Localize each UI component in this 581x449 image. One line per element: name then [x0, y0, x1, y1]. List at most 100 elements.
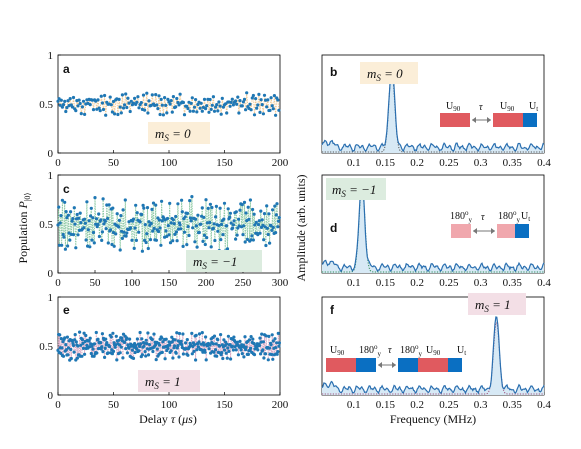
x-tick-label: 0.35 — [503, 157, 523, 169]
data-point — [118, 248, 122, 252]
pulse-label: 180oy — [450, 209, 473, 224]
data-point — [276, 331, 280, 335]
x-tick-label: 0.35 — [503, 399, 523, 411]
data-point — [145, 206, 150, 210]
data-point — [195, 110, 199, 114]
data-point — [256, 348, 260, 352]
data-point — [261, 340, 265, 344]
data-point — [102, 222, 106, 226]
data-point — [174, 351, 178, 355]
data-point — [203, 350, 207, 354]
data-point — [91, 230, 96, 235]
data-point — [204, 107, 208, 111]
data-point — [66, 244, 70, 248]
data-point — [106, 216, 110, 221]
data-point — [79, 112, 83, 116]
data-point — [189, 101, 193, 105]
data-point — [177, 103, 181, 107]
data-point — [172, 222, 176, 226]
data-point — [73, 333, 77, 337]
data-point — [146, 353, 151, 357]
data-point — [186, 225, 190, 229]
data-point — [103, 93, 107, 98]
data-point — [174, 105, 178, 109]
data-point — [126, 96, 130, 100]
data-point — [70, 339, 74, 343]
x-tick-label: 100 — [161, 157, 178, 169]
data-point — [115, 212, 119, 216]
data-point — [197, 230, 201, 235]
data-point — [109, 335, 113, 339]
data-point — [74, 340, 78, 344]
data-point — [64, 210, 68, 214]
data-point — [80, 338, 84, 342]
data-point — [249, 238, 253, 242]
data-point — [202, 97, 207, 101]
data-point — [69, 347, 73, 352]
data-point — [268, 241, 272, 245]
data-point — [75, 212, 79, 217]
data-point — [104, 227, 108, 231]
data-point — [134, 238, 138, 242]
data-point — [145, 232, 149, 236]
data-point — [249, 346, 253, 350]
data-point — [217, 344, 222, 348]
data-point — [56, 99, 60, 103]
data-point — [229, 221, 233, 225]
data-point — [107, 203, 111, 207]
axes-c: 0 50 100 150 200 250 300 0 0.5 1 c mS = −1 — [39, 170, 289, 289]
data-point — [88, 103, 92, 107]
data-point — [189, 219, 193, 223]
data-point — [89, 214, 93, 218]
ms-badge-c: mS = −1 — [186, 250, 262, 272]
data-point — [173, 338, 177, 342]
data-point — [235, 340, 239, 344]
data-point — [253, 223, 257, 227]
data-point — [277, 216, 281, 220]
data-point — [214, 348, 218, 352]
x-tick-label: 0.25 — [439, 399, 459, 411]
ms-badge-e: mS = 1 — [138, 370, 200, 392]
data-point — [103, 346, 107, 350]
data-point — [133, 96, 137, 100]
data-point — [103, 219, 107, 223]
data-point — [212, 334, 217, 338]
data-point — [163, 96, 167, 100]
data-point — [164, 103, 168, 107]
data-point — [146, 111, 150, 115]
data-point — [190, 352, 194, 356]
data-point — [139, 101, 143, 105]
data-point — [259, 209, 263, 213]
data-point — [192, 105, 197, 109]
data-point — [135, 211, 139, 215]
data-point — [154, 238, 158, 242]
data-point — [175, 239, 179, 243]
data-point — [87, 339, 91, 343]
data-point — [60, 346, 64, 350]
data-point — [276, 350, 280, 354]
x-tick-label: 300 — [272, 277, 289, 289]
data-point — [89, 351, 93, 356]
data-point — [262, 238, 266, 242]
axes-a: 0 50 100 150 200 0 0.5 1 a mS = 0 — [39, 50, 289, 169]
data-point — [78, 330, 82, 334]
data-point — [126, 343, 130, 347]
data-point — [275, 352, 279, 356]
data-point — [68, 238, 72, 242]
data-point — [113, 112, 117, 116]
data-point — [265, 105, 269, 109]
data-point — [87, 219, 91, 223]
data-point — [76, 233, 80, 237]
data-point — [251, 207, 255, 212]
data-point — [249, 335, 253, 339]
plot-c: 0 50 100 150 200 250 300 0 0.5 1 — [39, 170, 289, 289]
data-point — [166, 224, 170, 228]
data-point — [114, 232, 118, 236]
x-tick-label: 50 — [108, 157, 120, 169]
data-point — [91, 108, 96, 112]
data-point — [260, 103, 264, 107]
data-point — [176, 100, 180, 105]
data-point — [190, 195, 194, 199]
data-point — [119, 214, 123, 218]
data-point — [277, 341, 281, 345]
